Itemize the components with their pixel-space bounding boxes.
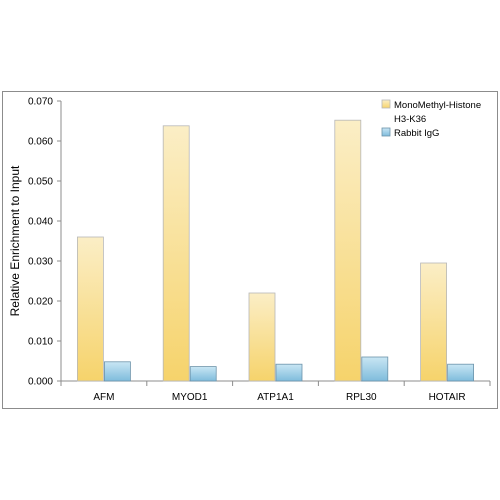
- y-tick-label: 0.050: [28, 177, 53, 188]
- y-tick-label: 0.000: [28, 377, 53, 388]
- bar-monomethyl-afm: [77, 236, 104, 382]
- bar-rabbit-igg-afm: [104, 361, 131, 382]
- y-tick-label: 0.010: [28, 337, 53, 348]
- bar-rabbit-igg-rpl30: [361, 356, 389, 382]
- legend-label-monomethyl: MonoMethyl-Histone: [394, 100, 481, 111]
- x-tick-label: AFM: [93, 392, 114, 403]
- x-tick-label: ATP1A1: [257, 392, 294, 403]
- legend: MonoMethyl-Histone H3-K36 Rabbit IgG: [381, 99, 481, 139]
- y-tick-label: 0.070: [28, 97, 53, 108]
- legend-swatch-monomethyl: [381, 99, 391, 109]
- y-tick-label: 0.060: [28, 137, 53, 148]
- y-tick-label: 0.030: [28, 257, 53, 268]
- legend-swatch-rabbit-igg: [381, 127, 391, 137]
- bar-monomethyl-atp1a1: [248, 292, 276, 382]
- x-tick-label: HOTAIR: [429, 392, 466, 403]
- x-tick-label: MYOD1: [172, 392, 208, 403]
- y-tick-label: 0.020: [28, 297, 53, 308]
- plot-area: 0.000 0.010 0.020 0.030 0.040 0.050 0.060 0.070…: [28, 97, 491, 403]
- bar-monomethyl-myod1: [162, 125, 190, 382]
- x-tick-label: RPL30: [346, 392, 377, 403]
- bar-rabbit-igg-myod1: [189, 366, 217, 382]
- bar-rabbit-igg-atp1a1: [275, 363, 303, 382]
- y-axis-label: Relative Enrichment to Input: [8, 165, 22, 316]
- bar-monomethyl-hotair: [420, 262, 448, 382]
- legend-label-monomethyl: H3-K36: [394, 114, 426, 125]
- legend-label-rabbit-igg: Rabbit IgG: [394, 128, 439, 139]
- bar-monomethyl-rpl30: [334, 119, 362, 382]
- bar-rabbit-igg-hotair: [447, 363, 475, 382]
- y-tick-label: 0.040: [28, 217, 53, 228]
